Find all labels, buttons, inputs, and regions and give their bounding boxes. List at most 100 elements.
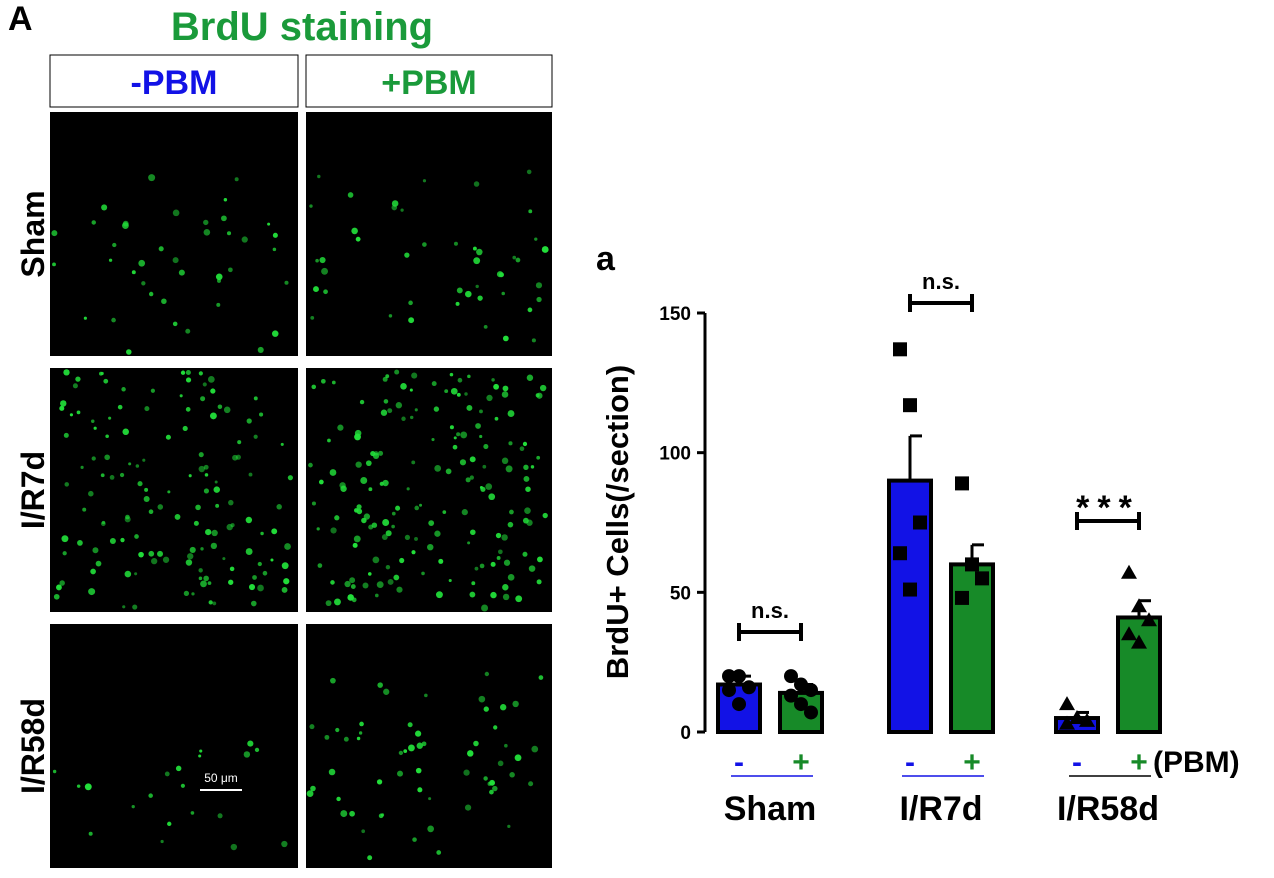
cell xyxy=(483,324,488,329)
cell xyxy=(83,316,87,320)
cell xyxy=(148,174,156,182)
cell xyxy=(415,767,422,774)
sig-label: n.s. xyxy=(751,598,789,623)
cell xyxy=(191,592,195,596)
cell xyxy=(455,301,460,306)
cell xyxy=(205,528,212,536)
data-point xyxy=(955,476,969,491)
cell xyxy=(536,556,543,563)
cell xyxy=(104,454,110,461)
cell xyxy=(383,399,389,404)
cell xyxy=(56,584,61,589)
cell xyxy=(412,837,417,842)
cell xyxy=(216,302,221,307)
cell xyxy=(91,419,95,423)
sig-label: n.s. xyxy=(922,269,960,294)
data-point xyxy=(1059,715,1075,730)
cell xyxy=(135,464,140,468)
cell xyxy=(449,372,454,377)
cell xyxy=(378,450,384,456)
y-tick-label: 50 xyxy=(670,583,691,604)
cell xyxy=(117,404,123,410)
cell xyxy=(382,376,388,382)
data-point xyxy=(955,590,969,605)
cell xyxy=(488,493,496,501)
cell xyxy=(531,338,536,343)
cell xyxy=(203,219,209,226)
cell xyxy=(88,588,96,596)
cell xyxy=(469,591,476,598)
cell xyxy=(190,811,195,815)
cell xyxy=(260,531,264,536)
cell xyxy=(498,549,503,555)
cell xyxy=(134,534,139,539)
data-point xyxy=(804,683,818,698)
cell xyxy=(208,600,213,605)
cell xyxy=(108,258,113,262)
data-point xyxy=(893,342,907,357)
cell xyxy=(495,532,502,539)
cell xyxy=(465,477,471,483)
cell xyxy=(329,469,337,476)
cell xyxy=(150,388,155,393)
cell xyxy=(271,330,279,337)
cell xyxy=(93,426,97,430)
cell xyxy=(539,384,547,392)
cell xyxy=(143,496,150,503)
cell xyxy=(404,534,411,541)
cell xyxy=(473,181,480,187)
cell xyxy=(308,462,313,468)
cell xyxy=(388,314,393,318)
cell xyxy=(108,416,112,420)
cell xyxy=(409,388,413,392)
cell xyxy=(142,458,146,462)
cell xyxy=(457,377,463,383)
cell xyxy=(100,473,105,478)
cell xyxy=(501,534,508,541)
cell xyxy=(198,754,202,758)
cell xyxy=(112,242,117,248)
col-header-box xyxy=(49,54,299,108)
cell xyxy=(409,415,414,420)
cell xyxy=(100,371,104,376)
cell xyxy=(226,231,232,236)
data-point xyxy=(1131,634,1147,649)
cell xyxy=(385,530,392,537)
cell xyxy=(198,465,205,473)
cell xyxy=(164,771,170,777)
cell xyxy=(84,783,92,791)
cell xyxy=(401,416,406,421)
cell xyxy=(494,416,499,421)
x-tick-label: I/R58d xyxy=(1057,790,1159,828)
cell xyxy=(234,177,239,182)
cell xyxy=(281,840,288,848)
cell xyxy=(253,396,258,401)
cell xyxy=(311,384,317,390)
series-label: + xyxy=(963,746,981,779)
cell xyxy=(144,406,150,412)
cell xyxy=(319,256,326,264)
cell xyxy=(490,591,497,599)
cell xyxy=(453,241,458,246)
cell xyxy=(356,508,363,515)
cell xyxy=(414,408,418,412)
row-label: I/R7d xyxy=(15,451,51,529)
y-axis-label: BrdU+ Cells(/section) xyxy=(600,365,635,679)
cell xyxy=(210,388,216,394)
cell xyxy=(148,291,154,297)
series-label: - xyxy=(734,746,744,779)
cell xyxy=(245,516,253,524)
cell xyxy=(340,810,348,818)
cell xyxy=(51,230,58,237)
cell xyxy=(198,576,203,581)
cell xyxy=(464,804,472,811)
data-point xyxy=(903,582,917,597)
cell xyxy=(185,377,192,383)
cell xyxy=(400,383,407,390)
col-header: +PBM xyxy=(381,64,476,102)
cell xyxy=(88,831,93,836)
cell xyxy=(398,750,404,756)
micrograph xyxy=(50,624,298,868)
cell xyxy=(60,400,67,407)
cell xyxy=(331,380,336,385)
